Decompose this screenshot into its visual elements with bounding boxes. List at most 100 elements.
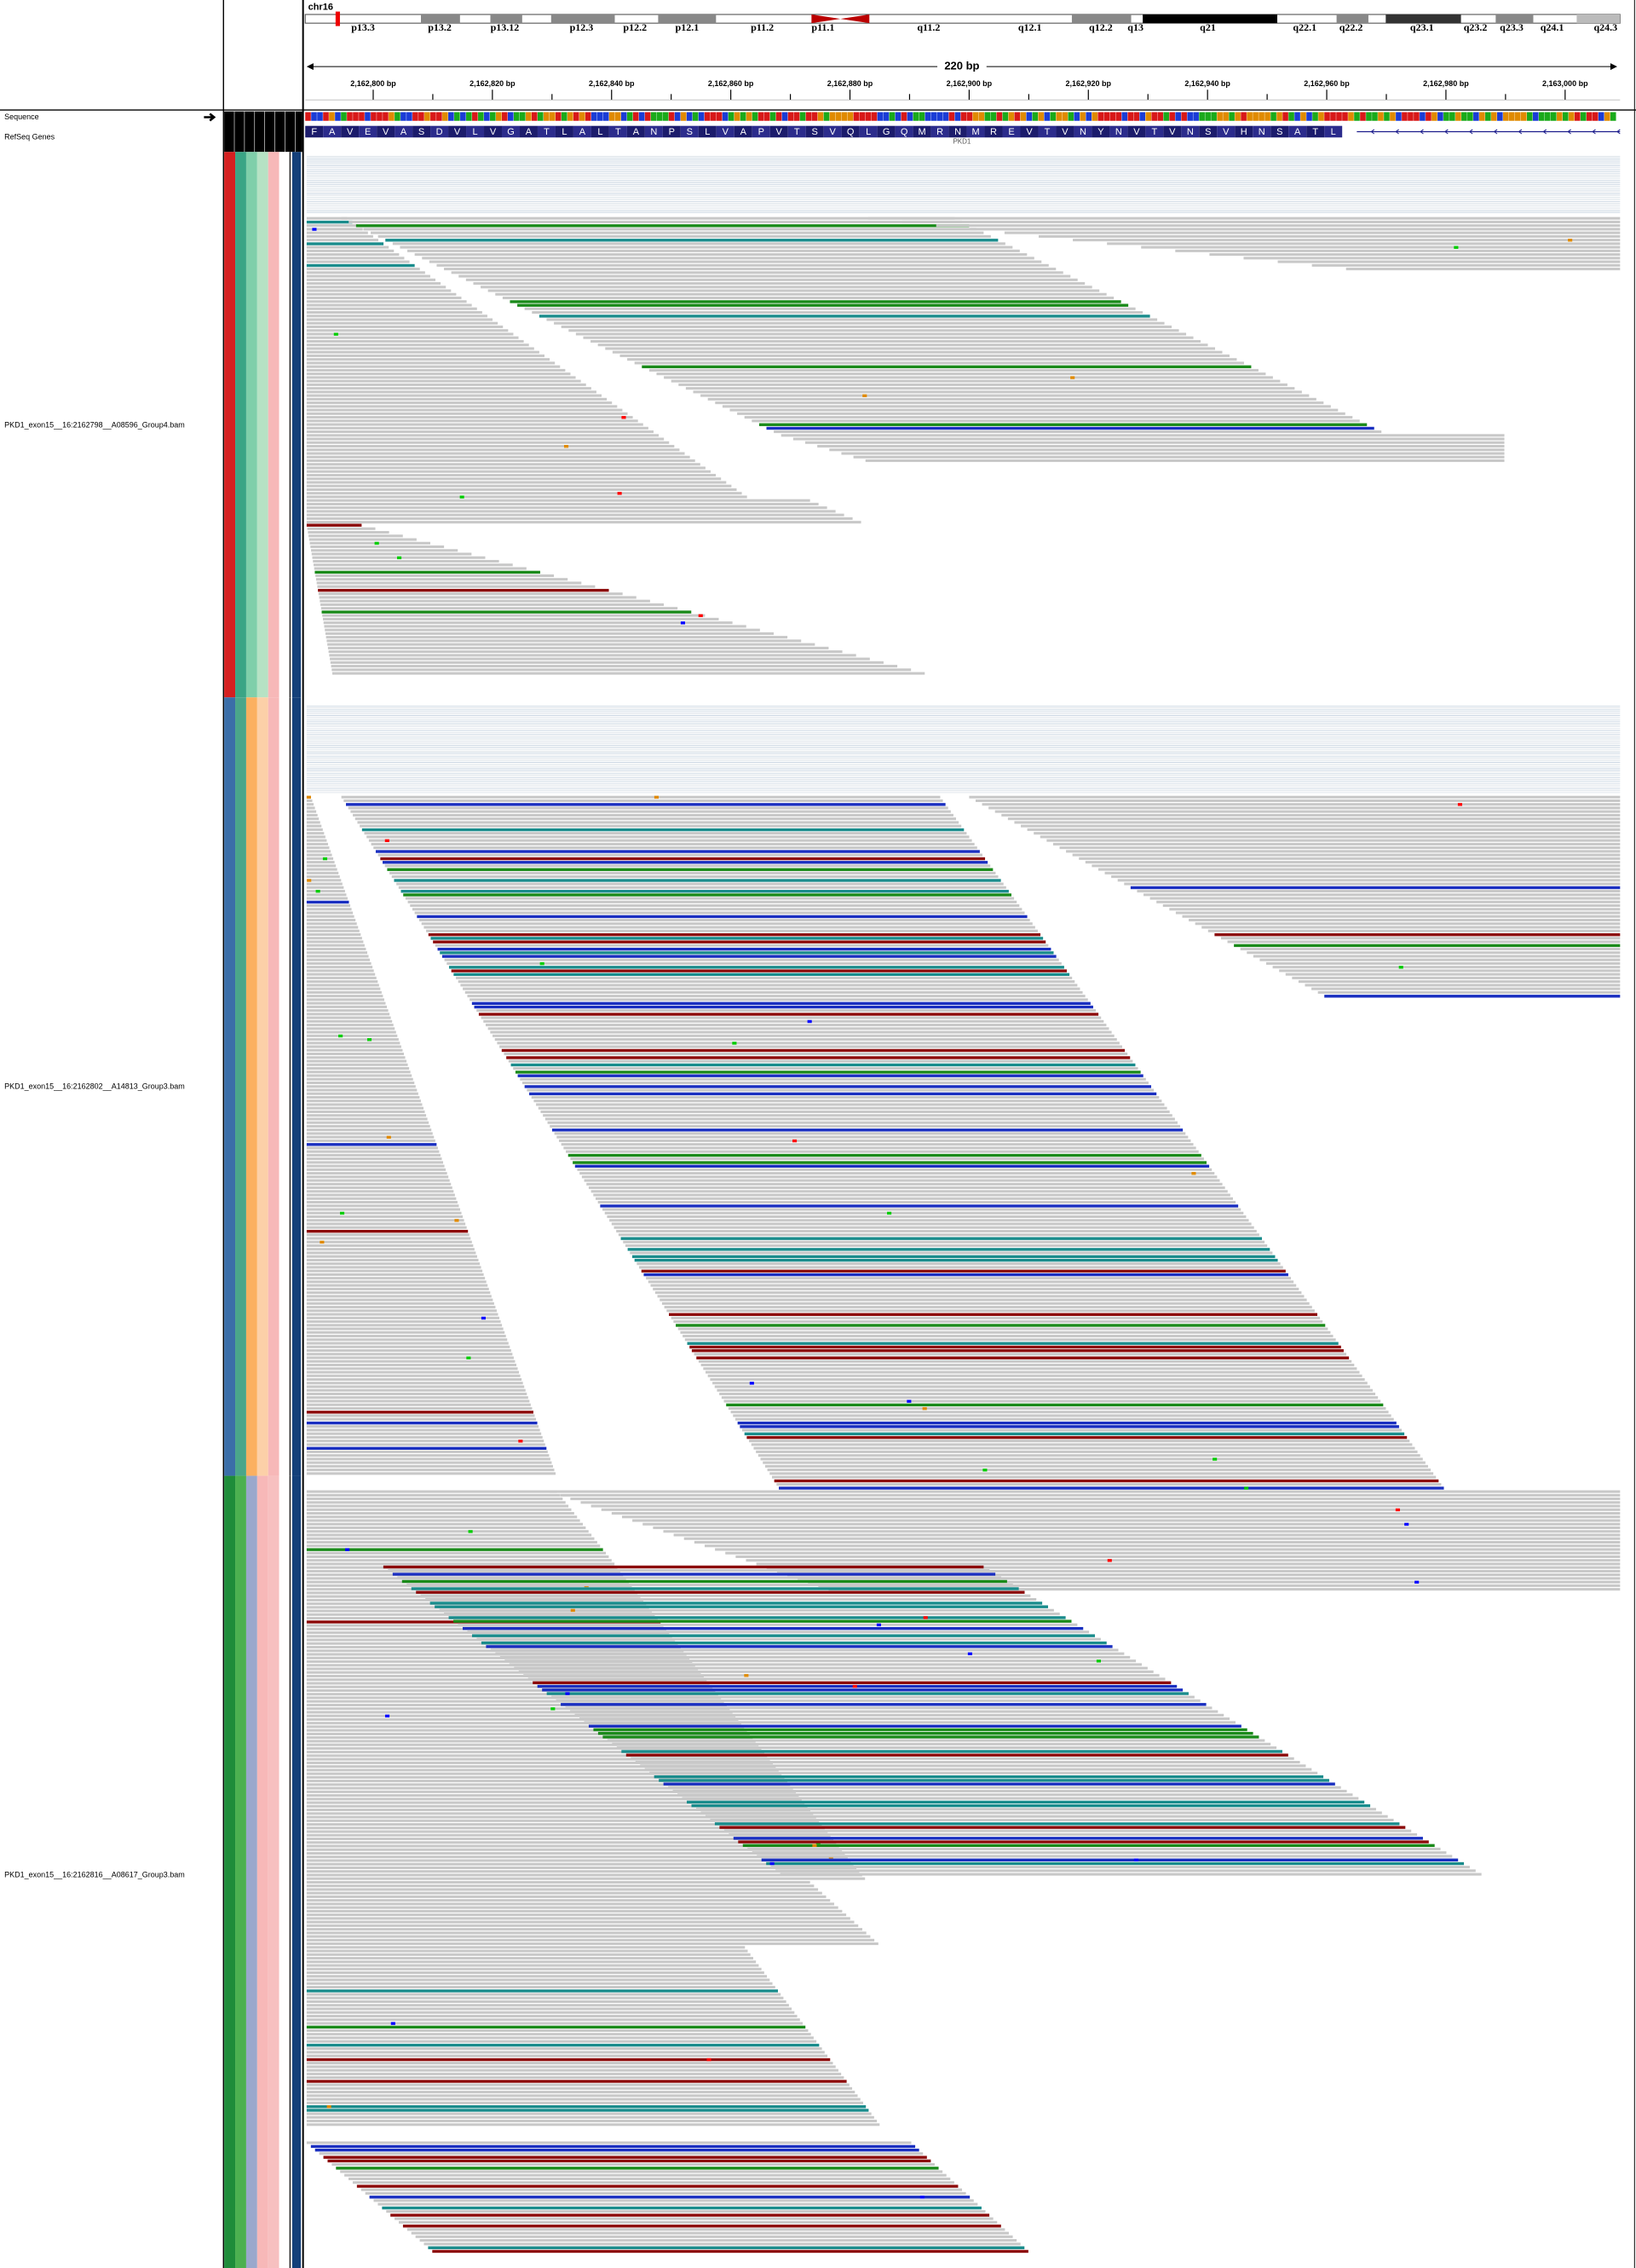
read bbox=[306, 1938, 875, 1942]
base bbox=[644, 112, 651, 121]
read bbox=[517, 303, 1129, 307]
amino-acid: S bbox=[687, 127, 693, 137]
read bbox=[394, 879, 1001, 882]
amino-acid: V bbox=[490, 127, 497, 137]
read bbox=[757, 1855, 1453, 1858]
read bbox=[306, 1526, 586, 1530]
read bbox=[671, 1316, 1321, 1319]
read bbox=[672, 1789, 1347, 1793]
read bbox=[326, 639, 802, 643]
read bbox=[322, 617, 719, 620]
read bbox=[306, 951, 367, 955]
base bbox=[442, 112, 448, 121]
mismatch bbox=[339, 1211, 345, 1215]
base bbox=[1556, 112, 1563, 121]
read bbox=[798, 1577, 1621, 1580]
read bbox=[763, 1461, 1426, 1464]
base bbox=[775, 112, 782, 121]
amino-acid-box bbox=[484, 125, 503, 138]
read bbox=[642, 365, 1252, 369]
read bbox=[306, 292, 457, 296]
read bbox=[490, 1648, 1119, 1652]
mismatch bbox=[466, 1356, 471, 1359]
base bbox=[1330, 112, 1336, 121]
read bbox=[306, 1935, 871, 1938]
read bbox=[649, 1771, 1318, 1775]
read bbox=[306, 1812, 814, 1815]
amino-acid: L bbox=[597, 127, 602, 137]
base bbox=[1509, 112, 1515, 121]
read bbox=[306, 1906, 838, 1909]
base bbox=[430, 112, 436, 121]
read bbox=[828, 1588, 1621, 1591]
band-label: p12.3 bbox=[570, 21, 594, 33]
read bbox=[387, 868, 994, 871]
read bbox=[575, 332, 1187, 336]
mismatch bbox=[306, 795, 311, 799]
amino-acid: P bbox=[669, 127, 675, 137]
base bbox=[746, 112, 752, 121]
read bbox=[306, 2086, 853, 2090]
read bbox=[306, 1780, 787, 1783]
read bbox=[306, 1374, 521, 1377]
read bbox=[306, 861, 335, 864]
read bbox=[306, 1117, 428, 1121]
read bbox=[388, 1569, 990, 1573]
read bbox=[306, 1837, 834, 1841]
read bbox=[306, 1873, 862, 1877]
read bbox=[306, 2076, 844, 2080]
read bbox=[306, 1190, 454, 1193]
read bbox=[579, 1172, 1215, 1175]
read bbox=[306, 1019, 393, 1023]
read bbox=[611, 1222, 1252, 1226]
read bbox=[306, 904, 351, 908]
read bbox=[306, 354, 544, 357]
read bbox=[504, 1659, 1137, 1663]
read bbox=[306, 882, 343, 886]
read bbox=[597, 1201, 1236, 1204]
read bbox=[306, 1153, 441, 1157]
read bbox=[579, 1717, 1230, 1721]
base bbox=[734, 112, 740, 121]
read bbox=[306, 1327, 504, 1330]
read bbox=[306, 1255, 477, 1258]
read bbox=[621, 1750, 1282, 1753]
read bbox=[1209, 253, 1621, 257]
read bbox=[725, 1551, 1621, 1555]
mismatch bbox=[887, 1211, 892, 1215]
band-label: p11.2 bbox=[751, 21, 774, 33]
read bbox=[306, 1306, 496, 1309]
read bbox=[306, 1722, 741, 1725]
read bbox=[415, 2235, 1013, 2238]
read bbox=[752, 419, 1360, 423]
read bbox=[306, 289, 452, 292]
read bbox=[306, 987, 381, 990]
read bbox=[654, 1291, 1302, 1295]
read bbox=[306, 922, 357, 926]
amino-acid: M bbox=[971, 127, 979, 137]
base bbox=[626, 112, 633, 121]
read bbox=[568, 329, 1179, 332]
read bbox=[306, 832, 325, 835]
read bbox=[306, 231, 368, 234]
read bbox=[306, 1295, 492, 1298]
read bbox=[546, 318, 1158, 321]
base bbox=[400, 112, 406, 121]
amino-acid: E bbox=[1008, 127, 1014, 137]
read bbox=[357, 821, 959, 824]
read bbox=[306, 1309, 497, 1313]
amino-acid: V bbox=[454, 127, 461, 137]
read bbox=[306, 1880, 810, 1884]
read bbox=[730, 1411, 1389, 1414]
ruler-tick-label: 2,162,900 bp bbox=[947, 79, 993, 88]
read bbox=[561, 1143, 1194, 1146]
amino-acid: R bbox=[990, 127, 997, 137]
read bbox=[306, 263, 415, 268]
read bbox=[1130, 886, 1621, 890]
attribute-cell bbox=[291, 152, 302, 698]
read bbox=[1046, 839, 1621, 842]
read bbox=[527, 1088, 1155, 1092]
read bbox=[1052, 842, 1621, 845]
read bbox=[518, 1670, 1154, 1673]
base bbox=[1300, 112, 1306, 121]
